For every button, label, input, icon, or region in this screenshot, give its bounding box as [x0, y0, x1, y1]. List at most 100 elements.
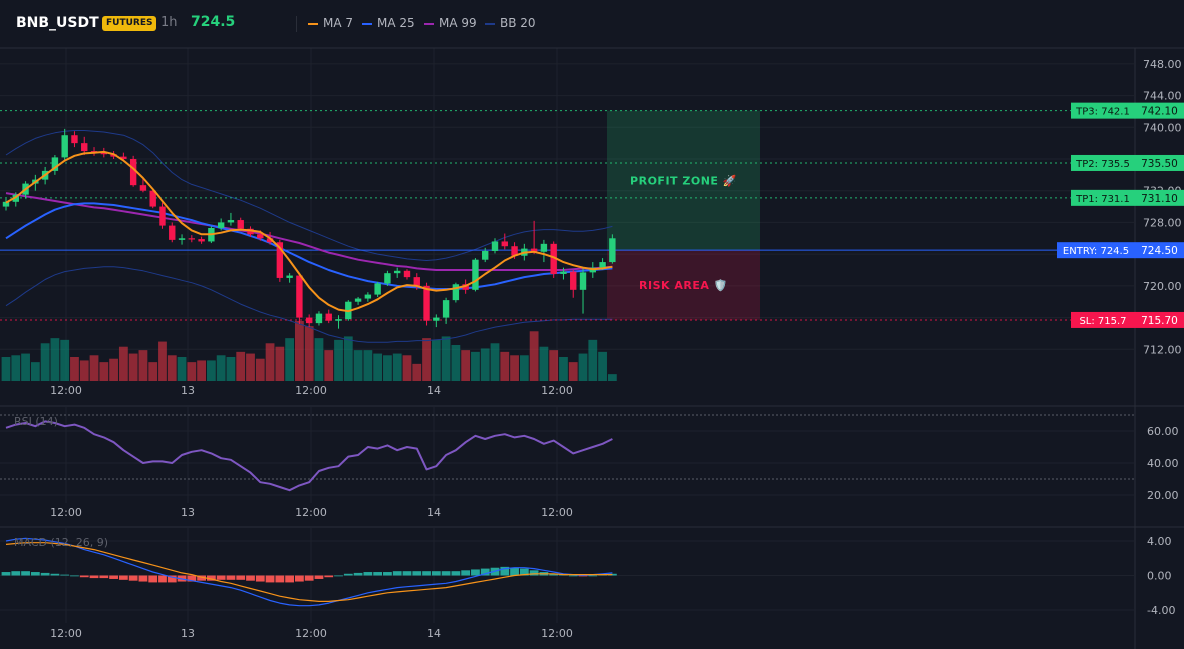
- volume-bar: [334, 339, 343, 381]
- macd-histogram-bar: [431, 571, 441, 576]
- macd-histogram-bar: [334, 575, 343, 577]
- level-tag-entry: [1057, 242, 1135, 259]
- volume-bar: [255, 358, 265, 381]
- candle: [540, 239, 548, 263]
- volume-bar: [431, 339, 441, 381]
- macd-histogram-bar: [187, 575, 197, 582]
- candle: [198, 236, 205, 244]
- macd-histogram-bar: [451, 571, 461, 576]
- macd-histogram-bar: [246, 575, 255, 581]
- macd-histogram-bar: [461, 570, 471, 576]
- x-tick-label: 12:00: [541, 506, 573, 519]
- legend-ma7-label: MA 7: [323, 16, 354, 30]
- candle-body: [599, 262, 606, 268]
- candle: [335, 315, 342, 329]
- macd-histogram-bar: [324, 575, 334, 578]
- volume-bar: [402, 355, 412, 381]
- volume-bar: [226, 357, 236, 381]
- candle: [442, 297, 450, 324]
- candle: [159, 202, 166, 229]
- candle: [403, 269, 411, 280]
- bb-upper-line: [5, 130, 613, 261]
- price-tag-tp: [1135, 189, 1184, 206]
- volume-bar: [11, 355, 21, 381]
- legend-ma25[interactable]: MA 25: [362, 16, 415, 30]
- y-tick-label: 744.00: [1143, 90, 1182, 103]
- candle: [579, 267, 587, 314]
- volume-bar: [89, 355, 99, 381]
- candle-body: [364, 294, 372, 299]
- candle: [237, 217, 244, 231]
- legend-bb20-swatch: [485, 22, 495, 25]
- legend-ma99[interactable]: MA 99: [424, 16, 477, 30]
- x-tick-label: 12:00: [295, 384, 327, 397]
- candle: [178, 234, 186, 245]
- macd-histogram-bar: [353, 572, 363, 576]
- candle-body: [325, 313, 332, 321]
- candle: [139, 178, 147, 193]
- volume-bar: [70, 357, 79, 381]
- candle: [384, 270, 391, 286]
- ma99-line: [5, 192, 613, 271]
- macd-histogram-bar: [118, 575, 128, 580]
- candle-body: [227, 220, 235, 223]
- risk-zone: [607, 250, 760, 320]
- volume-bar: [60, 339, 70, 381]
- x-tick-label: 13: [181, 384, 195, 397]
- volume-bar: [441, 336, 451, 381]
- candle: [491, 238, 499, 254]
- candle: [286, 273, 293, 283]
- volume-bar: [461, 350, 471, 381]
- macd-histogram-bar: [255, 575, 265, 582]
- macd-histogram-bar: [568, 575, 578, 577]
- macd-histogram-bar: [441, 571, 451, 576]
- macd-histogram-bar: [265, 575, 275, 583]
- x-tick-label: 12:00: [541, 627, 573, 640]
- price-tag-label: 715.70: [1141, 315, 1178, 327]
- macd-signal-line: [5, 542, 613, 603]
- candle: [530, 220, 538, 255]
- volume-bar: [559, 357, 568, 381]
- candle-body: [2, 201, 10, 207]
- timeframe-label[interactable]: 1h: [161, 15, 178, 30]
- candle-body: [462, 284, 469, 290]
- volume-bar: [539, 346, 549, 381]
- volume-bar: [118, 346, 128, 381]
- volume-bar: [471, 351, 480, 381]
- macd-histogram-bar: [549, 573, 559, 576]
- candle: [394, 267, 401, 278]
- candle: [413, 273, 420, 290]
- candle: [296, 273, 303, 324]
- header-divider: [296, 16, 297, 32]
- candle-body: [110, 154, 117, 157]
- candle-body: [550, 243, 557, 274]
- legend-ma7[interactable]: MA 7: [308, 16, 353, 30]
- candle-body: [472, 259, 479, 290]
- volume-bar: [490, 343, 500, 381]
- volume-bar: [412, 363, 422, 381]
- futures-badge: FUTURES: [102, 16, 157, 31]
- y-tick-label: 60.00: [1147, 425, 1179, 438]
- y-tick-label: 712.00: [1143, 343, 1182, 356]
- price-tag-label: 731.10: [1141, 193, 1178, 205]
- legend-bb20[interactable]: BB 20: [485, 16, 536, 30]
- candle-body: [413, 277, 420, 286]
- macd-line: [5, 537, 613, 607]
- macd-histogram-bar: [275, 575, 285, 583]
- volume-bar: [177, 357, 187, 381]
- candle-body: [511, 246, 518, 256]
- symbol-label[interactable]: BNB_USDT: [16, 15, 99, 31]
- y-tick-label: -4.00: [1147, 604, 1175, 617]
- y-tick-label: 728.00: [1143, 216, 1182, 229]
- volume-bar: [343, 336, 353, 381]
- legend-bb20-label: BB 20: [500, 16, 536, 30]
- candle: [452, 282, 460, 303]
- macd-histogram-bar: [314, 575, 324, 579]
- level-tag-label: TP1: 731.1: [1075, 194, 1130, 205]
- macd-histogram-bar: [1, 572, 11, 576]
- candle-body: [354, 298, 362, 302]
- macd-histogram-bar: [79, 575, 89, 578]
- candle-body: [139, 185, 147, 191]
- candle-body: [384, 273, 391, 284]
